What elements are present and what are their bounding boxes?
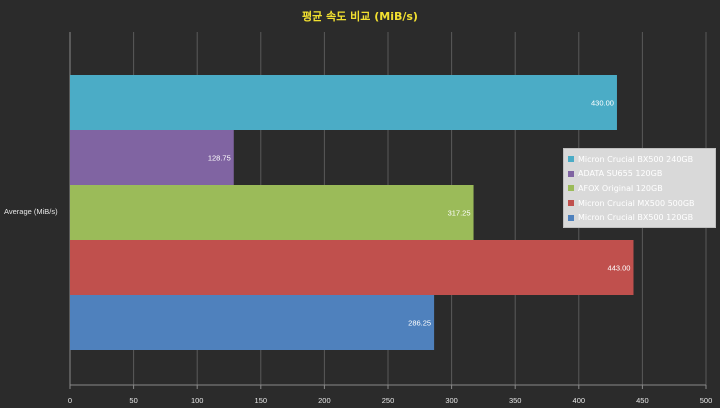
x-tick-label: 50	[129, 396, 137, 405]
chart-legend: Micron Crucial BX500 240GB ADATA SU655 12…	[563, 148, 716, 228]
x-tick-label: 450	[636, 396, 649, 405]
legend-label: Micron Crucial BX500 120GB	[578, 213, 694, 223]
x-tick-label: 150	[255, 396, 268, 405]
legend-item: Micron Crucial MX500 500GB	[568, 196, 711, 211]
x-tick-label: 300	[445, 396, 458, 405]
bar-value-label: 317.25	[448, 209, 471, 218]
bar	[70, 130, 234, 185]
legend-item: AFOX Original 120GB	[568, 181, 711, 196]
legend-label: Micron Crucial BX500 240GB	[578, 154, 694, 164]
x-tick-label: 500	[700, 396, 713, 405]
legend-swatch	[568, 170, 574, 177]
bar-value-label: 430.00	[591, 99, 614, 108]
category-label: Average (MiB/s)	[4, 207, 58, 216]
x-tick-label: 350	[509, 396, 522, 405]
bar	[70, 295, 435, 350]
bar	[70, 240, 634, 295]
legend-label: Micron Crucial MX500 500GB	[578, 198, 695, 208]
bar	[70, 75, 617, 130]
legend-swatch	[568, 200, 574, 207]
x-tick-label: 0	[68, 396, 72, 405]
legend-item: Micron Crucial BX500 240GB	[568, 152, 711, 167]
bar-value-label: 286.25	[408, 319, 431, 328]
legend-label: ADATA SU655 120GB	[578, 169, 663, 179]
x-tick-label: 400	[573, 396, 586, 405]
bar-value-label: 443.00	[608, 264, 631, 273]
x-tick-label: 250	[382, 396, 395, 405]
bar	[70, 185, 474, 240]
legend-swatch	[568, 156, 574, 163]
legend-swatch	[568, 185, 574, 192]
x-tick-label: 100	[191, 396, 204, 405]
legend-item: Micron Crucial BX500 120GB	[568, 210, 711, 225]
bar-value-label: 128.75	[208, 154, 231, 163]
chart-title: 평균 속도 비교 (MiB/s)	[302, 10, 418, 23]
x-tick-label: 200	[318, 396, 331, 405]
legend-swatch	[568, 214, 574, 221]
legend-item: ADATA SU655 120GB	[568, 167, 711, 182]
legend-label: AFOX Original 120GB	[578, 183, 663, 193]
